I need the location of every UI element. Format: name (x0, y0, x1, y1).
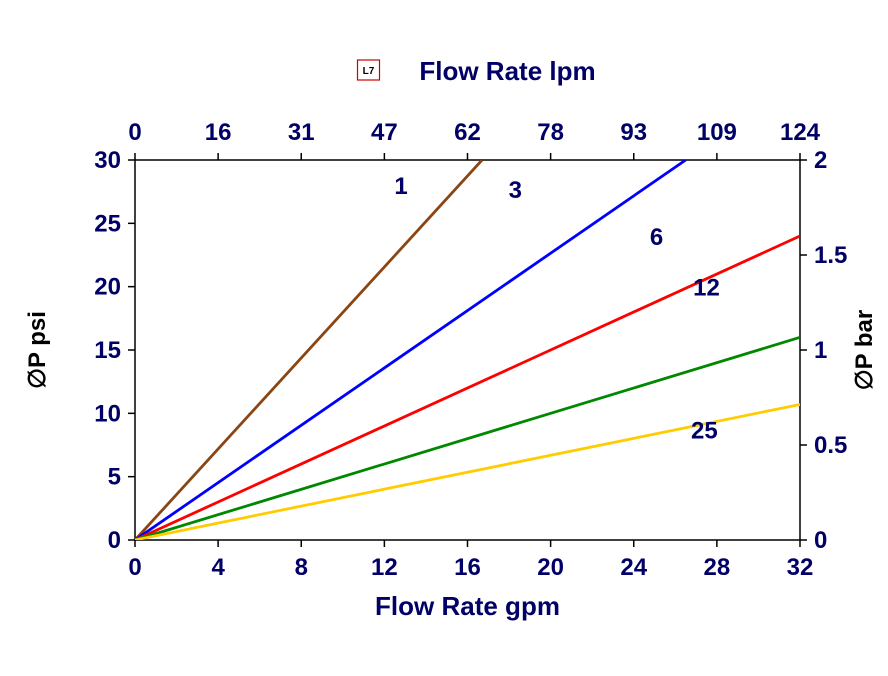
x-top-tick-label: 62 (454, 119, 481, 146)
chart-svg: 0481216202428320163147627893109124051015… (0, 0, 888, 676)
plot-area (135, 160, 800, 540)
series-label-6: 6 (650, 224, 663, 251)
x-top-tick-label: 47 (371, 119, 398, 146)
x-bottom-tick-label: 16 (454, 554, 481, 581)
series-label-12: 12 (693, 275, 720, 302)
x-bottom-tick-label: 20 (537, 554, 564, 581)
x-axis-top-title: Flow Rate lpm (419, 56, 595, 86)
y-right-tick-label: 0 (814, 527, 827, 554)
x-top-tick-label: 109 (697, 119, 737, 146)
y-axis-right-title: ∅P bar (851, 310, 878, 391)
series-line-1 (135, 160, 482, 540)
x-top-tick-label: 93 (620, 119, 647, 146)
y-left-tick-label: 25 (94, 210, 121, 237)
x-top-tick-label: 16 (205, 119, 232, 146)
x-bottom-tick-label: 24 (620, 554, 647, 581)
legend-box-label: L7 (363, 66, 375, 77)
y-left-tick-label: 30 (94, 147, 121, 174)
series-label-3: 3 (509, 177, 522, 204)
y-left-tick-label: 10 (94, 400, 121, 427)
y-left-tick-label: 15 (94, 337, 121, 364)
x-bottom-tick-label: 4 (211, 554, 225, 581)
x-bottom-tick-label: 12 (371, 554, 398, 581)
chart-container: 0481216202428320163147627893109124051015… (0, 0, 888, 676)
y-left-tick-label: 20 (94, 274, 121, 301)
x-top-tick-label: 124 (780, 119, 821, 146)
x-top-tick-label: 78 (537, 119, 564, 146)
x-top-tick-label: 31 (288, 119, 315, 146)
series-label-1: 1 (394, 173, 407, 200)
x-bottom-tick-label: 0 (128, 554, 141, 581)
x-bottom-tick-label: 32 (787, 554, 814, 581)
y-axis-left-title: ∅P psi (24, 311, 51, 389)
y-right-tick-label: 2 (814, 147, 827, 174)
x-axis-bottom-title: Flow Rate gpm (375, 591, 560, 621)
x-top-tick-label: 0 (128, 119, 141, 146)
y-right-tick-label: 1 (814, 337, 827, 364)
x-bottom-tick-label: 28 (704, 554, 731, 581)
y-left-tick-label: 5 (108, 464, 121, 491)
x-bottom-tick-label: 8 (295, 554, 308, 581)
y-right-tick-label: 1.5 (814, 242, 847, 269)
series-label-25: 25 (691, 418, 718, 445)
y-left-tick-label: 0 (108, 527, 121, 554)
y-right-tick-label: 0.5 (814, 432, 847, 459)
